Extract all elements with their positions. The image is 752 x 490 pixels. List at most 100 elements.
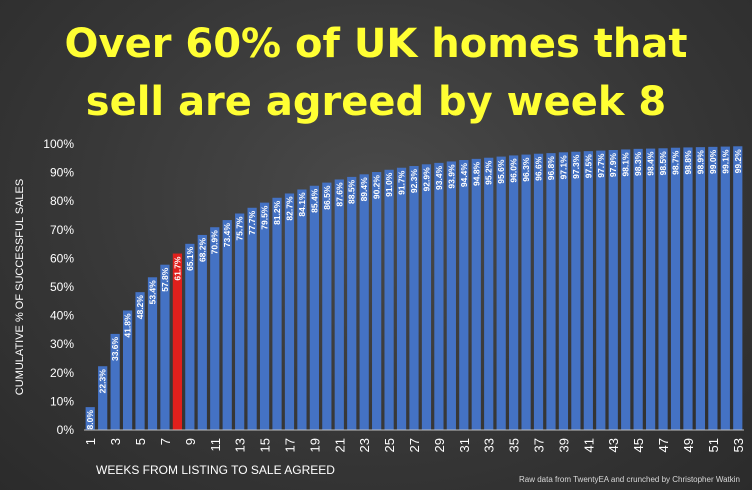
bar <box>85 407 95 430</box>
x-tick-label: 21 <box>332 438 347 452</box>
bar-value-label: 95.2% <box>484 160 494 185</box>
bar-value-label: 57.8% <box>160 267 170 292</box>
bar-value-label: 93.4% <box>434 165 444 190</box>
bar <box>434 162 444 430</box>
x-tick-label: 3 <box>108 438 123 445</box>
bar-value-label: 94.8% <box>471 161 481 186</box>
bar-value-label: 92.9% <box>421 167 431 192</box>
y-tick-label: 20% <box>50 366 74 380</box>
chart-title-line-1: Over 60% of UK homes that <box>64 21 688 67</box>
bar <box>446 161 456 431</box>
x-tick-label: 31 <box>457 438 472 452</box>
bar-value-label: 87.6% <box>334 182 344 207</box>
y-tick-label: 100% <box>43 137 74 151</box>
bar-value-label: 8.0% <box>85 410 95 430</box>
bar-value-label: 61.7% <box>172 256 182 281</box>
bar-value-label: 98.3% <box>633 151 643 176</box>
bar-value-label: 97.3% <box>571 154 581 179</box>
bar-value-label: 33.6% <box>110 336 120 361</box>
bar <box>459 160 469 431</box>
bar-value-label: 81.2% <box>272 200 282 225</box>
bar-value-label: 98.5% <box>658 151 668 176</box>
bar <box>259 202 270 430</box>
bar-value-label: 99.2% <box>733 149 743 174</box>
bar <box>110 333 120 430</box>
x-tick-label: 9 <box>183 438 198 445</box>
bar-value-label: 77.7% <box>247 210 257 235</box>
bar <box>147 277 158 430</box>
source-note: Raw data from TwentyEA and crunched by C… <box>519 475 740 484</box>
y-tick-label: 10% <box>50 394 74 408</box>
x-tick-label: 15 <box>258 438 273 452</box>
x-tick-label: 7 <box>158 438 173 445</box>
x-tick-label: 43 <box>606 438 621 452</box>
x-tick-label: 11 <box>208 438 223 452</box>
bar <box>558 152 569 430</box>
bar <box>247 207 257 430</box>
bar-value-label: 98.9% <box>695 150 705 175</box>
bar <box>571 151 581 431</box>
bar <box>621 149 631 430</box>
y-tick-label: 80% <box>50 194 74 208</box>
y-tick-label: 50% <box>50 280 74 294</box>
y-axis-title: CUMULATIVE % OF SUCCESSFUL SALES <box>14 179 26 395</box>
bar <box>322 182 332 430</box>
bar <box>533 153 544 430</box>
bar-value-label: 95.6% <box>496 159 506 184</box>
x-tick-label: 47 <box>656 438 671 452</box>
x-tick-label: 25 <box>382 438 397 452</box>
bar-value-label: 82.7% <box>284 196 294 221</box>
bar <box>222 220 232 430</box>
bar-value-label: 92.3% <box>409 169 419 194</box>
bar-value-label: 86.5% <box>322 185 332 210</box>
y-tick-label: 40% <box>50 309 74 323</box>
x-tick-label: 53 <box>731 438 746 452</box>
x-tick-label: 37 <box>532 438 547 452</box>
x-tick-label: 45 <box>631 438 646 452</box>
x-tick-label: 41 <box>581 438 596 452</box>
bar <box>509 155 519 430</box>
bar <box>695 147 706 430</box>
bar-value-label: 68.2% <box>197 238 207 263</box>
bar-value-label: 41.8% <box>123 313 133 338</box>
bar-value-label: 98.7% <box>671 150 681 175</box>
bar <box>683 147 693 430</box>
bar-value-label: 96.3% <box>521 157 531 182</box>
bar-value-label: 94.4% <box>459 163 469 188</box>
bar <box>122 310 133 430</box>
bar <box>210 227 220 430</box>
x-tick-label: 17 <box>282 438 297 452</box>
bar <box>596 150 606 430</box>
x-tick-label: 23 <box>357 438 372 452</box>
x-tick-label: 5 <box>133 438 148 445</box>
bar-value-label: 70.9% <box>210 230 220 255</box>
bar-value-label: 73.4% <box>222 223 232 248</box>
bar <box>421 164 432 430</box>
bar <box>235 213 245 430</box>
bar <box>272 197 282 430</box>
x-tick-label: 29 <box>432 438 447 452</box>
bar <box>658 148 668 431</box>
bar <box>347 176 357 430</box>
bar-value-label: 53.4% <box>147 280 157 305</box>
bar-value-label: 89.4% <box>359 177 369 202</box>
bar <box>359 174 369 430</box>
bar <box>484 157 494 430</box>
bar-value-label: 96.6% <box>534 156 544 181</box>
y-tick-label: 30% <box>50 337 74 351</box>
x-tick-label: 1 <box>83 438 98 445</box>
bar <box>546 153 556 431</box>
bar <box>334 179 344 430</box>
bar <box>396 167 407 430</box>
x-tick-label: 27 <box>407 438 422 452</box>
bar <box>372 172 382 430</box>
x-tick-label: 19 <box>307 438 322 452</box>
y-tick-label: 70% <box>50 223 74 237</box>
bar <box>98 366 108 430</box>
bar <box>633 148 643 430</box>
bar <box>496 156 506 431</box>
bar <box>645 148 656 431</box>
bar <box>720 146 730 430</box>
bar-value-label: 48.2% <box>135 295 145 320</box>
